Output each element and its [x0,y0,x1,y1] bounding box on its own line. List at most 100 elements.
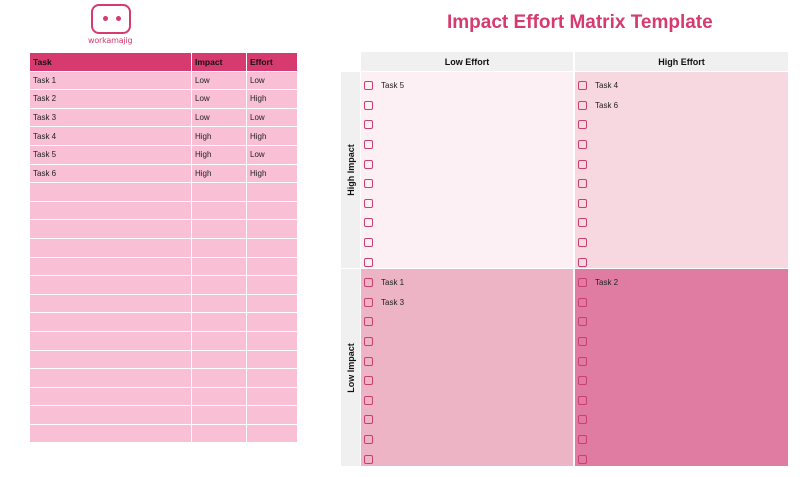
checkbox-icon[interactable] [578,278,587,288]
cell-effort[interactable]: Low [246,107,298,128]
cell-impact[interactable] [191,423,247,444]
cell-effort[interactable] [246,349,298,370]
cell-task[interactable] [29,368,192,388]
checkbox-icon[interactable] [364,317,373,327]
checkbox-icon[interactable] [364,198,373,208]
checkbox-icon[interactable] [364,356,373,366]
cell-impact[interactable]: High [191,144,247,165]
cell-effort[interactable] [246,312,298,332]
cell-impact[interactable] [191,275,247,295]
checkbox-icon[interactable] [578,297,587,307]
cell-effort[interactable] [246,275,298,295]
checkbox-icon[interactable] [364,159,373,169]
checkbox-icon[interactable] [364,376,373,386]
checkbox-icon[interactable] [364,81,373,91]
cell-effort[interactable] [246,330,298,351]
checkbox-icon[interactable] [578,81,587,91]
checkbox-icon[interactable] [578,395,587,405]
cell-impact[interactable] [191,182,247,202]
cell-effort[interactable] [246,256,298,277]
cell-impact[interactable] [191,368,247,388]
cell-impact[interactable]: High [191,163,247,184]
cell-task[interactable]: Task 3 [29,107,192,128]
cell-impact[interactable] [191,330,247,351]
cell-impact[interactable] [191,349,247,370]
checkbox-icon[interactable] [578,100,587,110]
checkbox-icon[interactable] [364,278,373,288]
checkbox-icon[interactable] [578,376,587,386]
cell-task[interactable] [29,312,192,332]
cell-effort[interactable] [246,368,298,388]
cell-impact[interactable] [191,200,247,221]
cell-task[interactable] [29,405,192,425]
checkbox-icon[interactable] [578,415,587,425]
checkbox-icon[interactable] [364,297,373,307]
cell-effort[interactable] [246,386,298,407]
cell-effort[interactable]: High [246,163,298,184]
checkbox-icon[interactable] [364,179,373,189]
cell-impact[interactable] [191,386,247,407]
cell-impact[interactable]: Low [191,89,247,109]
cell-task[interactable] [29,237,192,258]
cell-impact[interactable] [191,293,247,314]
checkbox-icon[interactable] [578,238,587,248]
cell-task[interactable] [29,330,192,351]
cell-task[interactable] [29,293,192,314]
cell-task[interactable] [29,219,192,239]
checkbox-icon[interactable] [578,140,587,150]
cell-impact[interactable] [191,237,247,258]
cell-task[interactable]: Task 2 [29,89,192,109]
cell-task[interactable]: Task 1 [29,70,192,91]
cell-task[interactable]: Task 4 [29,126,192,146]
cell-effort[interactable] [246,200,298,221]
checkbox-icon[interactable] [578,356,587,366]
cell-effort[interactable] [246,219,298,239]
checkbox-icon[interactable] [578,159,587,169]
cell-task[interactable] [29,349,192,370]
checkbox-icon[interactable] [578,120,587,130]
cell-impact[interactable]: Low [191,70,247,91]
checkbox-icon[interactable] [364,395,373,405]
checkbox-icon[interactable] [578,337,587,347]
cell-effort[interactable] [246,182,298,202]
cell-task[interactable]: Task 6 [29,163,192,184]
checkbox-icon[interactable] [364,257,373,267]
cell-effort[interactable]: Low [246,70,298,91]
checkbox-icon[interactable] [364,140,373,150]
cell-effort[interactable] [246,405,298,425]
cell-effort[interactable] [246,423,298,444]
cell-effort[interactable] [246,237,298,258]
cell-task[interactable]: Task 5 [29,144,192,165]
checkbox-icon[interactable] [578,218,587,228]
checkbox-icon[interactable] [578,198,587,208]
cell-task[interactable] [29,386,192,407]
checkbox-icon[interactable] [578,257,587,267]
cell-impact[interactable] [191,312,247,332]
cell-impact[interactable] [191,219,247,239]
checkbox-icon[interactable] [364,415,373,425]
cell-impact[interactable] [191,405,247,425]
checkbox-icon[interactable] [578,454,587,464]
checkbox-icon[interactable] [578,179,587,189]
checkbox-icon[interactable] [364,218,373,228]
cell-effort[interactable]: High [246,89,298,109]
checkbox-icon[interactable] [364,120,373,130]
cell-task[interactable] [29,275,192,295]
cell-effort[interactable]: High [246,126,298,146]
checkbox-icon[interactable] [364,337,373,347]
cell-impact[interactable]: Low [191,107,247,128]
cell-effort[interactable] [246,293,298,314]
cell-effort[interactable]: Low [246,144,298,165]
checkbox-icon[interactable] [578,435,587,445]
cell-task[interactable] [29,256,192,277]
checkbox-icon[interactable] [578,317,587,327]
checkbox-icon[interactable] [364,454,373,464]
checkbox-icon[interactable] [364,238,373,248]
checkbox-icon[interactable] [364,100,373,110]
cell-task[interactable] [29,200,192,221]
checkbox-icon[interactable] [364,435,373,445]
cell-task[interactable] [29,182,192,202]
cell-impact[interactable]: High [191,126,247,146]
cell-task[interactable] [29,423,192,444]
cell-impact[interactable] [191,256,247,277]
